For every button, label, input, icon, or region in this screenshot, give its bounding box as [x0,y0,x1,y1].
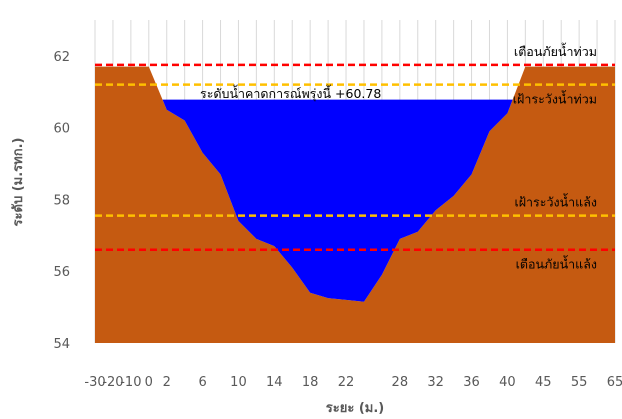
x-tick-label: -10 [120,375,141,390]
ground-area [95,66,615,344]
y-tick-label: 56 [53,265,70,280]
forecast-annotation: ระดับน้ำคาดการณ์พรุ่งนี้ +60.78 [200,84,381,102]
x-axis-ticks: -30-20-10 0 2 6 10 14 18 22 28 32 36 40 45 55 65 [84,375,622,390]
x-tick-label: 40 [499,375,516,390]
x-tick-label: -20 [102,375,123,390]
x-tick-label: 10 [230,375,247,390]
x-tick-label: 28 [392,375,409,390]
x-tick-label: 65 [607,375,622,390]
y-axis-ticks: 54 56 58 60 62 [53,50,70,352]
x-tick-label: 18 [302,375,319,390]
reference-line-label: เฝ้าระวังน้ำแล้ง [514,193,597,210]
reference-line-label: เฝ้าระวังน้ำท่วม [513,90,597,107]
x-tick-label: 6 [198,375,206,390]
ground-polygon [95,66,615,344]
x-tick-label: 55 [571,375,588,390]
reference-line-label: เตือนภัยน้ำแล้ง [516,255,597,272]
x-tick-label: -30 [84,375,105,390]
y-axis-title: ระดับ (ม.รทก.) [11,138,26,227]
water-polygon [162,99,513,302]
reference-line-label: เตือนภัยน้ำท่วม [514,42,597,59]
y-tick-label: 60 [53,122,70,137]
x-tick-label: 32 [427,375,444,390]
x-tick-label: 14 [266,375,283,390]
x-tick-label: 36 [463,375,480,390]
x-tick-label: 2 [163,375,171,390]
y-tick-label: 54 [53,337,70,352]
y-tick-label: 58 [53,193,70,208]
y-tick-label: 62 [53,50,70,65]
x-tick-label: 45 [535,375,552,390]
water-area [162,99,513,302]
x-axis-title: ระยะ (ม.) [326,401,384,416]
x-tick-label: 0 [145,375,153,390]
x-tick-label: 22 [338,375,355,390]
reference-lines: เตือนภัยน้ำท่วมเฝ้าระวังน้ำท่วมเฝ้าระวัง… [95,42,615,272]
